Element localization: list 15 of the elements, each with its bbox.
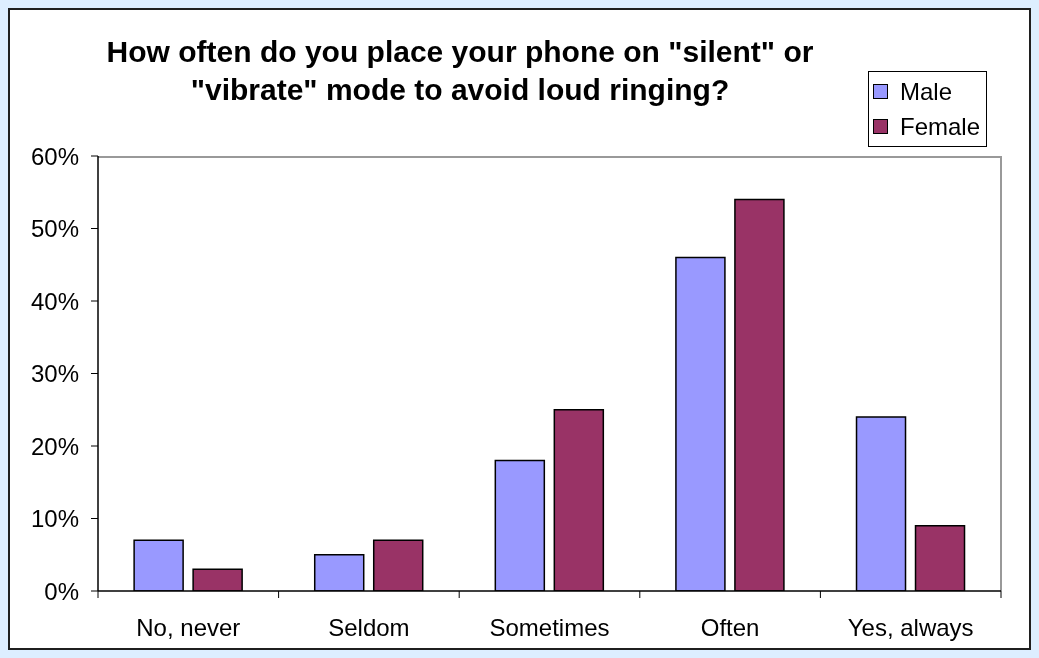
x-tick-label: Yes, always <box>847 614 974 642</box>
y-tick-label: 0% <box>44 577 79 605</box>
y-tick-label: 40% <box>30 287 79 315</box>
y-tick-label: 10% <box>30 505 79 533</box>
y-tick-label: 50% <box>30 215 79 243</box>
y-tick-label: 20% <box>30 432 79 460</box>
y-tick-label: 30% <box>30 360 79 388</box>
x-tick-label: Sometimes <box>489 614 610 642</box>
y-tick-label: 60% <box>30 142 79 170</box>
legend-label: Male <box>900 77 953 106</box>
x-tick-label: Often <box>700 614 760 642</box>
legend-label: Female <box>900 112 981 141</box>
chart-title: How often do you place your phone on "silent" or "vibrate" mode to avoid loud ringing? <box>105 34 815 108</box>
x-tick-label: No, never <box>136 614 241 642</box>
x-tick-label: Seldom <box>328 614 410 642</box>
